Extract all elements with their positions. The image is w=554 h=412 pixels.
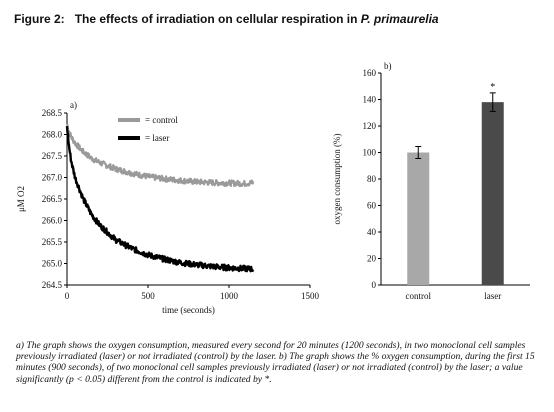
x-tick-label: 0 [65,291,70,301]
panel-label: a) [70,100,77,110]
panel-a-line-chart: 264.5 265.0 265.5 266.0 266.5 267.0 267.5 268.0… [16,100,320,315]
series-line-laser [65,126,255,273]
x-tick-label: laser [484,291,501,301]
y-tick-label: 160 [363,68,377,78]
y-axis-label: oxygen consumption (%) [332,134,342,225]
y-tick-label: 140 [363,95,377,105]
significance-marker: * [490,82,495,93]
panel-b-bar-chart: 0 20 40 60 80 100 120 140 160 b) oxygen consumptio… [332,61,530,301]
x-tick-label: 1500 [301,291,320,301]
figure-title-text: The effects of irradiation on cellular r… [74,12,358,26]
y-tick-label: 120 [363,121,377,131]
panel-label: b) [384,61,392,71]
y-tick-label: 20 [367,254,377,264]
y-tick-label: 60 [367,201,377,211]
x-tick-label: control [406,291,432,301]
bar-laser [481,102,504,286]
legend-label-control: = control [145,115,178,125]
figure-species: P. primaurelia [360,12,439,26]
y-tick-label: 265.5 [42,237,63,247]
y-tick-label: 0 [372,280,377,290]
y-tick-label: 267.0 [42,173,63,183]
figure-label: Figure 2: [14,12,65,26]
y-axis-label: μM O2 [16,186,26,212]
figure-caption: a) The graph shows the oxygen consumptio… [16,340,535,385]
x-tick-label: 1000 [220,291,239,301]
y-tick-label: 267.5 [42,151,63,161]
x-axis-label: time (seconds) [162,305,215,315]
y-tick-label: 40 [367,227,377,237]
legend-label-laser: = laser [145,133,169,143]
y-tick-label: 266.5 [42,194,63,204]
y-tick-label: 264.5 [42,280,63,290]
y-tick-label: 80 [367,174,377,184]
y-tick-label: 268.0 [42,130,63,140]
bar-control [407,152,430,285]
y-tick-label: 268.5 [42,108,63,118]
y-tick-label: 265.0 [42,259,63,269]
x-tick-label: 500 [141,291,155,301]
y-tick-label: 266.0 [42,216,63,226]
figure-title: Figure 2: The effects of irradiation on … [14,12,439,26]
series-line-control [65,123,255,188]
y-tick-label: 100 [363,148,377,158]
